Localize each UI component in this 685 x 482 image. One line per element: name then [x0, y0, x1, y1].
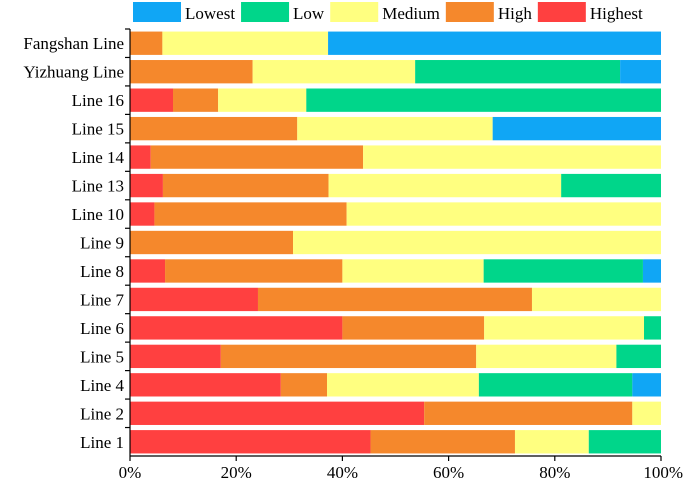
legend-swatch-high [445, 2, 494, 22]
bar-segment-line-6-medium [484, 316, 645, 340]
category-label-yizhuang-line: Yizhuang Line [23, 63, 124, 82]
legend-label-low: Low [293, 4, 325, 23]
legend-label-lowest: Lowest [185, 4, 235, 23]
bar-segment-line-13-medium [328, 173, 562, 198]
bar-segment-line-4-medium [327, 373, 479, 397]
bar-segment-line-16-medium [218, 88, 307, 112]
bar-segment-line-6-highest [130, 316, 343, 340]
category-label-fangshan-line: Fangshan Line [23, 34, 124, 53]
bar-segment-yizhuang-line-medium [252, 60, 416, 84]
bar-segment-line-15-medium [297, 116, 493, 141]
category-label-line-16: Line 16 [72, 91, 124, 110]
legend-swatch-lowest [133, 2, 181, 22]
bar-segment-line-13-highest [130, 173, 163, 198]
x-tick-label: 20% [221, 463, 252, 482]
bar-segment-line-5-low [616, 344, 661, 369]
bar-segment-line-15-high [130, 116, 298, 141]
legend-label-highest: Highest [590, 4, 643, 23]
bar-segment-line-14-high [150, 145, 364, 169]
bar-segment-yizhuang-line-low [415, 60, 621, 84]
bar-segment-line-13-high [162, 173, 329, 198]
bar-segment-line-8-medium [342, 259, 484, 283]
category-label-line-8: Line 8 [80, 262, 124, 281]
bar-segment-line-5-medium [476, 344, 617, 369]
bar-segment-line-4-highest [130, 373, 281, 397]
bar-segment-yizhuang-line-lowest [620, 60, 661, 84]
legend-label-high: High [498, 4, 533, 23]
bar-segment-line-10-highest [130, 202, 155, 226]
legend-swatch-highest [537, 2, 586, 22]
bar-segment-line-14-highest [130, 145, 151, 169]
bar-segment-line-16-highest [130, 88, 174, 112]
x-tick-label: 0% [119, 463, 142, 482]
x-tick-label: 40% [327, 463, 358, 482]
bar-segment-line-1-high [370, 430, 515, 454]
bar-segment-line-9-medium [293, 230, 661, 255]
bar-segment-line-16-high [173, 88, 219, 112]
category-label-line-9: Line 9 [80, 234, 124, 253]
bar-segment-line-7-medium [531, 287, 661, 312]
bar-segment-line-4-high [280, 373, 327, 397]
category-label-line-1: Line 1 [80, 433, 124, 452]
category-labels: Fangshan Line Yizhuang Line Line 16 Line 15… [23, 34, 124, 452]
axes: 0% 20% 40% 60% 80% 100% [119, 28, 683, 482]
category-label-line-6: Line 6 [80, 319, 124, 338]
x-tick-label: 60% [433, 463, 464, 482]
bar-segment-line-10-medium [346, 202, 661, 226]
bar-segment-line-7-highest [130, 287, 258, 312]
bar-segment-yizhuang-line-high [130, 60, 253, 84]
category-label-line-7: Line 7 [80, 290, 124, 309]
bar-segment-line-5-highest [130, 344, 221, 369]
bar-segment-line-2-highest [130, 401, 425, 425]
bar-segment-line-8-high [165, 259, 343, 283]
legend-label-medium: Medium [382, 4, 440, 23]
bar-segment-line-15-lowest [492, 116, 661, 141]
bar-segment-line-8-low [483, 259, 643, 283]
bar-segment-line-13-low [561, 173, 661, 198]
legend-swatch-low [241, 2, 290, 22]
bar-segment-line-1-highest [130, 430, 371, 454]
bar-segment-line-4-lowest [632, 373, 661, 397]
legend: Lowest Low Medium High Highest [133, 2, 643, 23]
bar-segment-line-10-high [154, 202, 347, 226]
bar-segment-line-6-low [644, 316, 661, 340]
bar-segment-fangshan-line-high [130, 31, 163, 55]
bar-segment-line-16-low [306, 88, 661, 112]
bar-segment-fangshan-line-medium [162, 31, 329, 55]
bar-segment-line-2-high [424, 401, 633, 425]
bar-segment-line-6-high [342, 316, 485, 340]
bar-segment-line-4-low [478, 373, 633, 397]
bar-segment-line-8-highest [130, 259, 166, 283]
bar-segment-fangshan-line-lowest [328, 31, 661, 55]
bars [130, 31, 661, 454]
category-label-line-15: Line 15 [72, 120, 124, 139]
x-tick-label: 80% [539, 463, 570, 482]
category-label-line-10: Line 10 [72, 205, 124, 224]
category-label-line-14: Line 14 [72, 148, 125, 167]
x-tick-label: 100% [643, 463, 683, 482]
bar-segment-line-7-high [257, 287, 532, 312]
bar-segment-line-1-low [588, 430, 661, 454]
bar-segment-line-14-medium [363, 145, 661, 169]
bar-segment-line-8-lowest [642, 259, 661, 283]
bar-segment-line-2-medium [632, 401, 661, 425]
category-label-line-5: Line 5 [80, 347, 124, 366]
bar-segment-line-5-high [220, 344, 477, 369]
category-label-line-13: Line 13 [72, 177, 124, 196]
category-label-line-4: Line 4 [80, 376, 124, 395]
bar-segment-line-9-high [130, 230, 294, 255]
legend-swatch-medium [330, 2, 379, 22]
bar-segment-line-1-medium [514, 430, 589, 454]
category-label-line-2: Line 2 [80, 404, 124, 423]
